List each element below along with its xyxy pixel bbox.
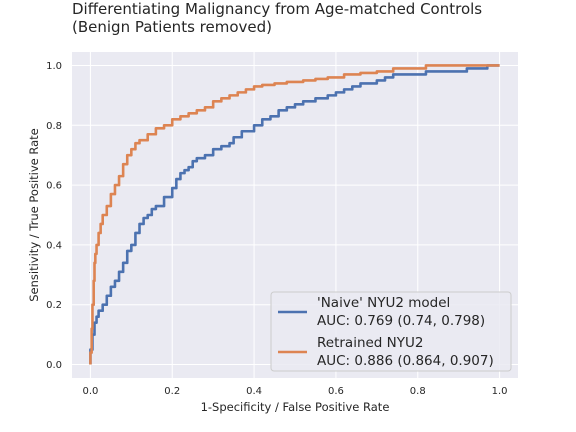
roc-line-naive [89, 64, 500, 365]
y-axis-label: Sensitivity / True Positive Rate [27, 128, 41, 302]
legend-box [270, 291, 512, 372]
x-tick-3: 0.6 [328, 386, 344, 397]
chart-title-line-1: Differentiating Malignancy from Age-matc… [72, 0, 483, 18]
legend-auc-naive: AUC: 0.769 (0.74, 0.798) [317, 313, 485, 329]
x-axis-label: 1-Specificity / False Positive Rate [201, 400, 390, 414]
y-tick-0: 0.0 [46, 360, 62, 371]
legend: 'Naive' NYU2 model AUC: 0.769 (0.74, 0.7… [270, 291, 512, 372]
x-tick-1: 0.2 [164, 386, 180, 397]
tick-labels: 0.0 0.2 0.4 0.6 0.8 1.0 0.0 0.2 0.4 0.6 0.8 1.0 [46, 61, 507, 397]
y-tick-4: 0.8 [46, 121, 62, 132]
legend-label-retrained: Retrained NYU2 [317, 335, 423, 351]
series-lines [89, 64, 500, 365]
y-tick-1: 0.2 [46, 300, 62, 311]
y-tick-2: 0.4 [46, 240, 62, 251]
x-tick-5: 1.0 [492, 386, 508, 397]
legend-label-naive: 'Naive' NYU2 model [317, 295, 450, 311]
x-tick-2: 0.4 [246, 386, 262, 397]
legend-auc-retrained: AUC: 0.886 (0.864, 0.907) [317, 353, 494, 369]
y-tick-5: 1.0 [46, 61, 62, 72]
y-tick-3: 0.6 [46, 181, 62, 192]
x-tick-0: 0.0 [82, 386, 98, 397]
chart-title-line-2: (Benign Patients removed) [72, 18, 272, 36]
x-tick-4: 0.8 [410, 386, 426, 397]
roc-line-retrained [89, 64, 500, 365]
